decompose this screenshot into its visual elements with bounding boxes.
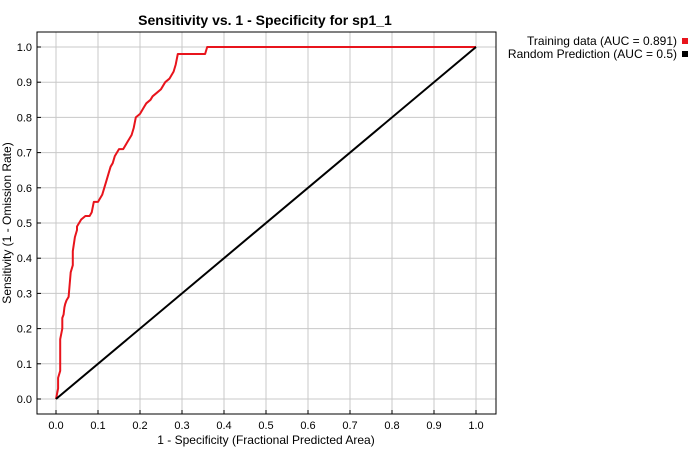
x-tick-label: 0.2 xyxy=(132,420,147,432)
x-axis-label: 1 - Specificity (Fractional Predicted Ar… xyxy=(157,433,374,447)
legend: Training data (AUC = 0.891)Random Predic… xyxy=(508,34,688,61)
random-prediction-line xyxy=(55,46,477,400)
y-tick-label: 0.3 xyxy=(17,288,32,300)
y-tick-label: 0.9 xyxy=(17,77,32,89)
y-tick-label: 0.5 xyxy=(17,218,32,230)
training-data-line xyxy=(55,46,476,400)
x-tick-label: 0.3 xyxy=(174,420,189,432)
y-axis-label: Sensitivity (1 - Omission Rate) xyxy=(0,142,14,303)
y-tick-label: 0.7 xyxy=(17,148,32,160)
legend-swatch xyxy=(682,51,688,57)
x-tick-label: 0.7 xyxy=(342,420,357,432)
x-tick-label: 0.9 xyxy=(426,420,441,432)
x-tick-label: 0.0 xyxy=(48,420,63,432)
y-tick-label: 0.8 xyxy=(17,112,32,124)
y-tick-label: 0.6 xyxy=(17,183,32,195)
series-lines xyxy=(55,46,477,400)
x-tick-label: 0.5 xyxy=(258,420,273,432)
chart-title: Sensitivity vs. 1 - Specificity for sp1_… xyxy=(138,12,392,28)
legend-label: Training data (AUC = 0.891) xyxy=(527,34,677,48)
x-tick-label: 0.4 xyxy=(216,420,231,432)
x-tick-label: 0.6 xyxy=(300,420,315,432)
y-tick-label: 0.1 xyxy=(17,359,32,371)
legend-swatch xyxy=(682,38,688,44)
x-tick-label: 1.0 xyxy=(468,420,483,432)
x-tick-label: 0.8 xyxy=(384,420,399,432)
y-axis-ticks: 0.0 0.1 0.2 0.3 0.4 0.5 0.6 0.7 0.8 0.9 1.0 xyxy=(17,42,41,406)
x-axis-ticks: 0.0 0.1 0.2 0.3 0.4 0.5 0.6 0.7 0.8 0.9 1.0 xyxy=(48,410,484,432)
legend-label: Random Prediction (AUC = 0.5) xyxy=(508,47,677,61)
x-tick-label: 0.1 xyxy=(90,420,105,432)
y-tick-label: 1.0 xyxy=(17,42,32,54)
y-tick-label: 0.0 xyxy=(17,394,32,406)
y-tick-label: 0.2 xyxy=(17,324,32,336)
y-tick-label: 0.4 xyxy=(17,253,32,265)
